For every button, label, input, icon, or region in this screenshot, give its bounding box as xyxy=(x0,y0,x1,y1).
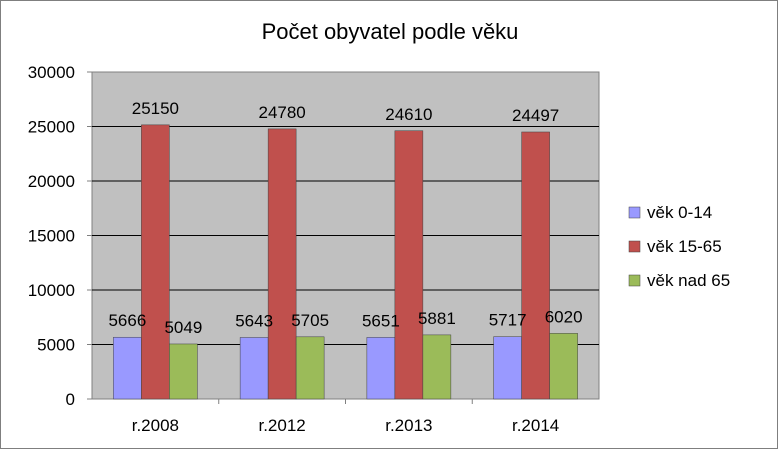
legend-item: věk 0-14 xyxy=(647,203,712,222)
y-tick-label: 10000 xyxy=(28,281,75,300)
bar xyxy=(295,336,325,400)
data-label: 5643 xyxy=(235,311,273,330)
data-label: 5717 xyxy=(489,311,527,330)
bar xyxy=(521,131,550,400)
y-tick-label: 5000 xyxy=(37,336,75,355)
chart-title: Počet obyvatel podle věku xyxy=(262,19,519,44)
data-label: 6020 xyxy=(545,307,583,326)
y-tick-label: 25000 xyxy=(28,118,75,137)
x-tick-label: r.2014 xyxy=(512,416,559,435)
bar xyxy=(113,336,142,400)
bar xyxy=(267,128,297,400)
data-labels: 5666 25150 5049 5643 24780 5705 5651 24610 5881 5… xyxy=(108,99,582,337)
legend-swatch xyxy=(628,206,641,219)
data-label: 5705 xyxy=(291,311,329,330)
data-label: 5049 xyxy=(164,318,202,337)
data-label: 5666 xyxy=(108,311,146,330)
y-tick-label: 20000 xyxy=(28,172,75,191)
y-axis: 0 5000 10000 15000 20000 25000 30000 xyxy=(28,63,92,409)
x-tick-label: r.2013 xyxy=(385,416,432,435)
legend-swatch xyxy=(628,274,641,287)
legend-swatch xyxy=(628,240,641,253)
y-tick-label: 0 xyxy=(66,390,75,409)
bar xyxy=(493,336,522,400)
bar xyxy=(169,343,198,400)
data-label: 5881 xyxy=(418,309,456,328)
bar xyxy=(141,124,170,400)
x-axis: r.2008 r.2012 r.2013 r.2014 xyxy=(132,399,559,435)
data-label: 25150 xyxy=(132,99,179,118)
data-label: 24610 xyxy=(385,105,432,124)
y-tick-label: 30000 xyxy=(28,63,75,82)
bar xyxy=(239,337,269,400)
bar xyxy=(422,334,452,400)
bar xyxy=(549,333,578,400)
bar xyxy=(366,337,396,400)
data-label: 24780 xyxy=(258,103,305,122)
bars xyxy=(113,124,578,400)
y-tick-label: 15000 xyxy=(28,227,75,246)
data-label: 5651 xyxy=(362,311,400,330)
legend: věk 0-14 věk 15-65 věk nad 65 xyxy=(628,203,730,290)
bar xyxy=(394,130,424,400)
x-tick-label: r.2012 xyxy=(258,416,305,435)
data-label: 24497 xyxy=(512,106,559,125)
legend-item: věk nad 65 xyxy=(647,271,730,290)
legend-item: věk 15-65 xyxy=(647,237,722,256)
x-tick-label: r.2008 xyxy=(132,416,179,435)
